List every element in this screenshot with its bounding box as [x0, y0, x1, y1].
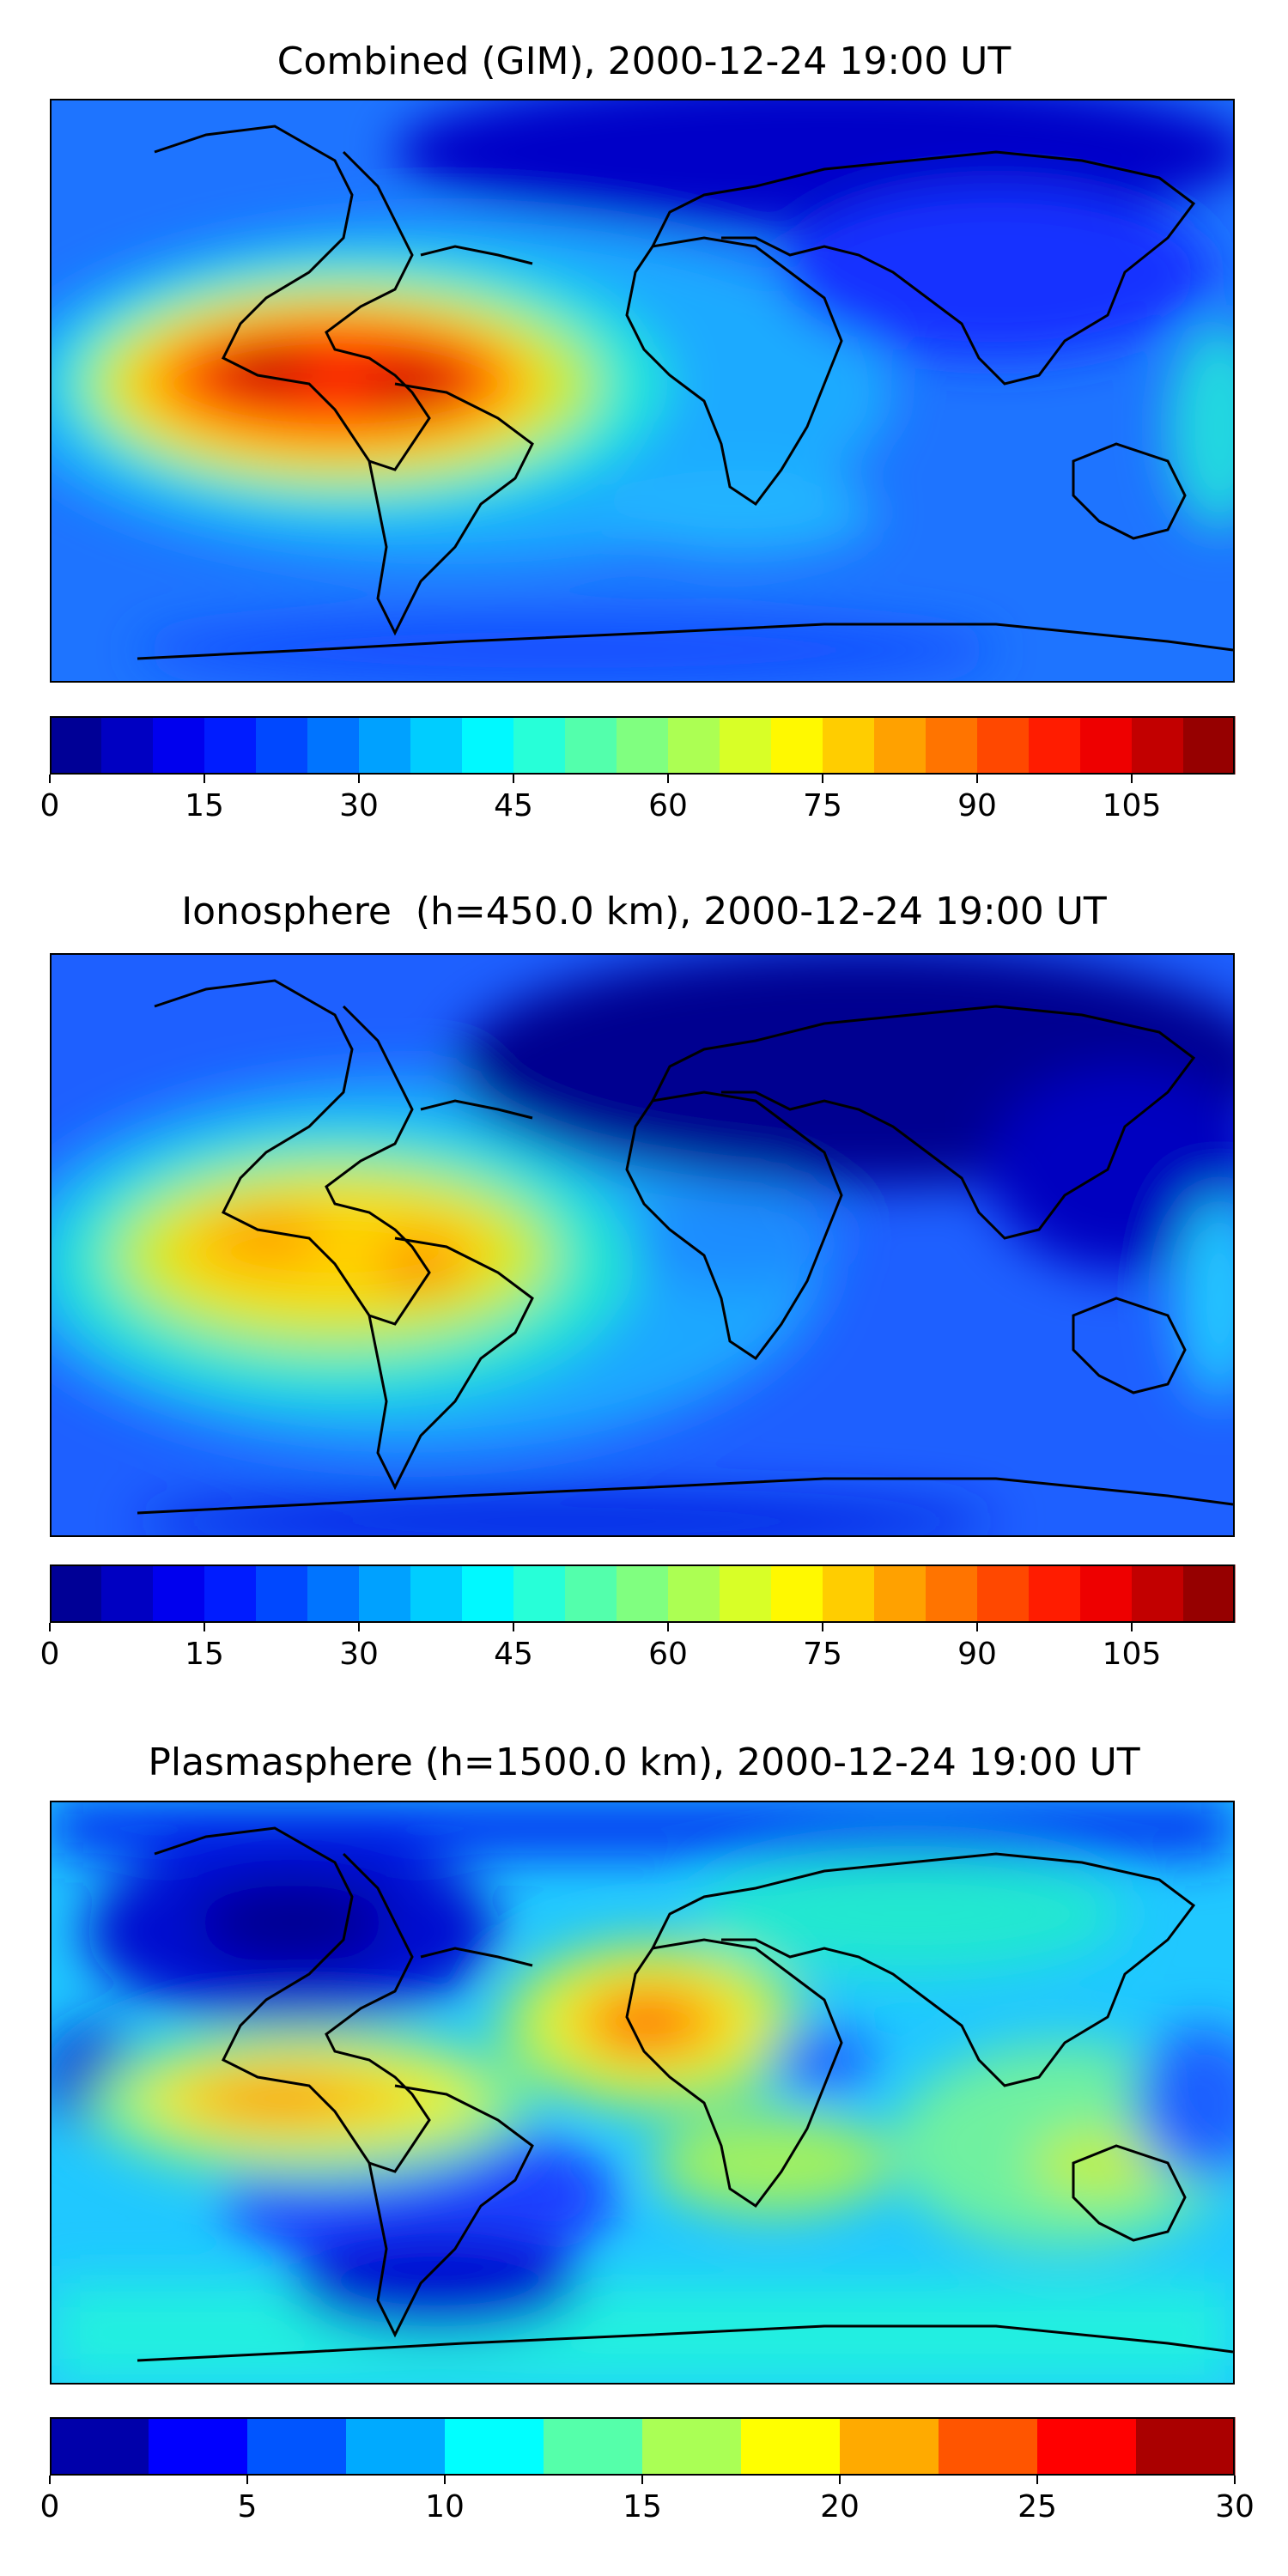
- panel-1-title: Combined (GIM), 2000-12-24 19:00 UT: [276, 39, 1012, 83]
- panel-2-map: [50, 953, 1235, 1537]
- colorbar-tick-label: 45: [494, 1637, 533, 1672]
- colorbar-tick-label: 5: [238, 2489, 258, 2524]
- colorbar-swatch: [840, 2417, 939, 2476]
- colorbar-swatch: [977, 1564, 1030, 1623]
- colorbar-tick-label: 60: [648, 788, 688, 823]
- colorbar-swatch: [565, 1564, 617, 1623]
- colorbar-tick-label: 90: [957, 1637, 997, 1672]
- panel-2-title: Ionosphere (h=450.0 km), 2000-12-24 19:0…: [181, 890, 1107, 933]
- colorbar-tick-label: 0: [40, 1637, 60, 1672]
- colorbar-tick-label: 30: [1215, 2489, 1255, 2524]
- colorbar-swatch: [1029, 716, 1081, 775]
- colorbar-swatch: [1132, 716, 1184, 775]
- colorbar-swatch: [346, 2417, 446, 2476]
- colorbar-tick-label: 15: [185, 788, 224, 823]
- colorbar-swatch: [204, 1564, 257, 1623]
- panel-1-colorbar-ticks: 0 15 30 45 60 75 90 105: [40, 775, 1235, 826]
- colorbar-tick-label: 15: [185, 1637, 224, 1672]
- colorbar-swatch: [410, 716, 463, 775]
- colorbar-swatch: [939, 2417, 1038, 2476]
- colorbar-swatch: [101, 1564, 154, 1623]
- colorbar-swatch: [247, 2417, 347, 2476]
- colorbar-swatch: [1037, 2417, 1137, 2476]
- colorbar-swatch: [50, 716, 102, 775]
- colorbar-tick-label: 105: [1103, 1637, 1162, 1672]
- colorbar-swatch: [50, 2417, 149, 2476]
- coastlines: [137, 1826, 1233, 2362]
- panel-1-colorbar: [50, 716, 1236, 775]
- colorbar-swatch: [462, 716, 514, 775]
- colorbar-swatch: [462, 1564, 514, 1623]
- colorbar-swatch: [720, 1564, 772, 1623]
- colorbar-swatch: [153, 1564, 205, 1623]
- colorbar-swatch: [720, 716, 772, 775]
- colorbar-tick-label: 90: [957, 788, 997, 823]
- colorbar-tick-label: 0: [40, 2489, 60, 2524]
- colorbar-swatch: [874, 716, 927, 775]
- colorbar-swatch: [307, 716, 360, 775]
- colorbar-swatch: [307, 1564, 360, 1623]
- colorbar-swatch: [544, 2417, 643, 2476]
- colorbar-swatch: [153, 716, 205, 775]
- colorbar-tick-label: 75: [803, 1637, 842, 1672]
- panel-3-colorbar: [50, 2417, 1236, 2476]
- colorbar-swatch: [668, 716, 720, 775]
- colorbar-swatch: [256, 1564, 308, 1623]
- colorbar-swatch: [256, 716, 308, 775]
- colorbar-swatch: [977, 716, 1030, 775]
- colorbar-swatch: [823, 1564, 875, 1623]
- colorbar-swatch: [445, 2417, 544, 2476]
- colorbar-tick-label: 20: [820, 2489, 860, 2524]
- panel-2-colorbar-ticks: 0 15 30 45 60 75 90 105: [40, 1623, 1235, 1674]
- colorbar-swatch: [771, 716, 823, 775]
- colorbar-swatch: [1029, 1564, 1081, 1623]
- colorbar-swatch: [617, 716, 669, 775]
- colorbar-swatch: [741, 2417, 841, 2476]
- colorbar-swatch: [1183, 1564, 1236, 1623]
- colorbar-swatch: [668, 1564, 720, 1623]
- colorbar-swatch: [617, 1564, 669, 1623]
- colorbar-swatch: [1080, 716, 1133, 775]
- colorbar-swatch: [101, 716, 154, 775]
- colorbar-tick-label: 45: [494, 788, 533, 823]
- colorbar-outline: [50, 1564, 1235, 1623]
- colorbar-tick-label: 30: [339, 788, 379, 823]
- coastlines: [137, 979, 1233, 1515]
- colorbar-swatch: [410, 1564, 463, 1623]
- panel-2-colorbar: [50, 1564, 1236, 1623]
- colorbar-tick-label: 25: [1018, 2489, 1057, 2524]
- colorbar-swatch: [204, 716, 257, 775]
- colorbar-swatch: [359, 1564, 411, 1623]
- colorbar-swatch: [1183, 716, 1236, 775]
- colorbar-swatch: [565, 716, 617, 775]
- colorbar-swatch: [359, 716, 411, 775]
- colorbar-swatch: [642, 2417, 742, 2476]
- colorbar-swatch: [1080, 1564, 1133, 1623]
- panel-1-map: [50, 99, 1235, 683]
- colorbar-outline: [50, 2417, 1235, 2476]
- colorbar-swatch: [513, 716, 566, 775]
- colorbar-tick-label: 60: [648, 1637, 688, 1672]
- colorbar-swatch: [1136, 2417, 1236, 2476]
- colorbar-tick-label: 105: [1103, 788, 1162, 823]
- colorbar-tick-label: 15: [623, 2489, 662, 2524]
- colorbar-swatch: [513, 1564, 566, 1623]
- colorbar-swatch: [50, 1564, 102, 1623]
- panel-3-colorbar-ticks: 0 5 10 15 20 25 30: [40, 2476, 1255, 2527]
- colorbar-tick-label: 75: [803, 788, 842, 823]
- colorbar-swatch: [1132, 1564, 1184, 1623]
- colorbar-tick-label: 10: [425, 2489, 465, 2524]
- colorbar-swatch: [926, 1564, 978, 1623]
- colorbar-swatch: [771, 1564, 823, 1623]
- colorbar-tick-label: 0: [40, 788, 60, 823]
- colorbar-outline: [50, 716, 1235, 775]
- colorbar-swatch: [149, 2417, 248, 2476]
- panel-3-map: [50, 1801, 1235, 2385]
- coastlines: [137, 125, 1233, 660]
- colorbar-swatch: [874, 1564, 927, 1623]
- colorbar-swatch: [926, 716, 978, 775]
- colorbar-swatch: [823, 716, 875, 775]
- colorbar-tick-label: 30: [339, 1637, 379, 1672]
- panel-3-title: Plasmasphere (h=1500.0 km), 2000-12-24 1…: [148, 1741, 1140, 1784]
